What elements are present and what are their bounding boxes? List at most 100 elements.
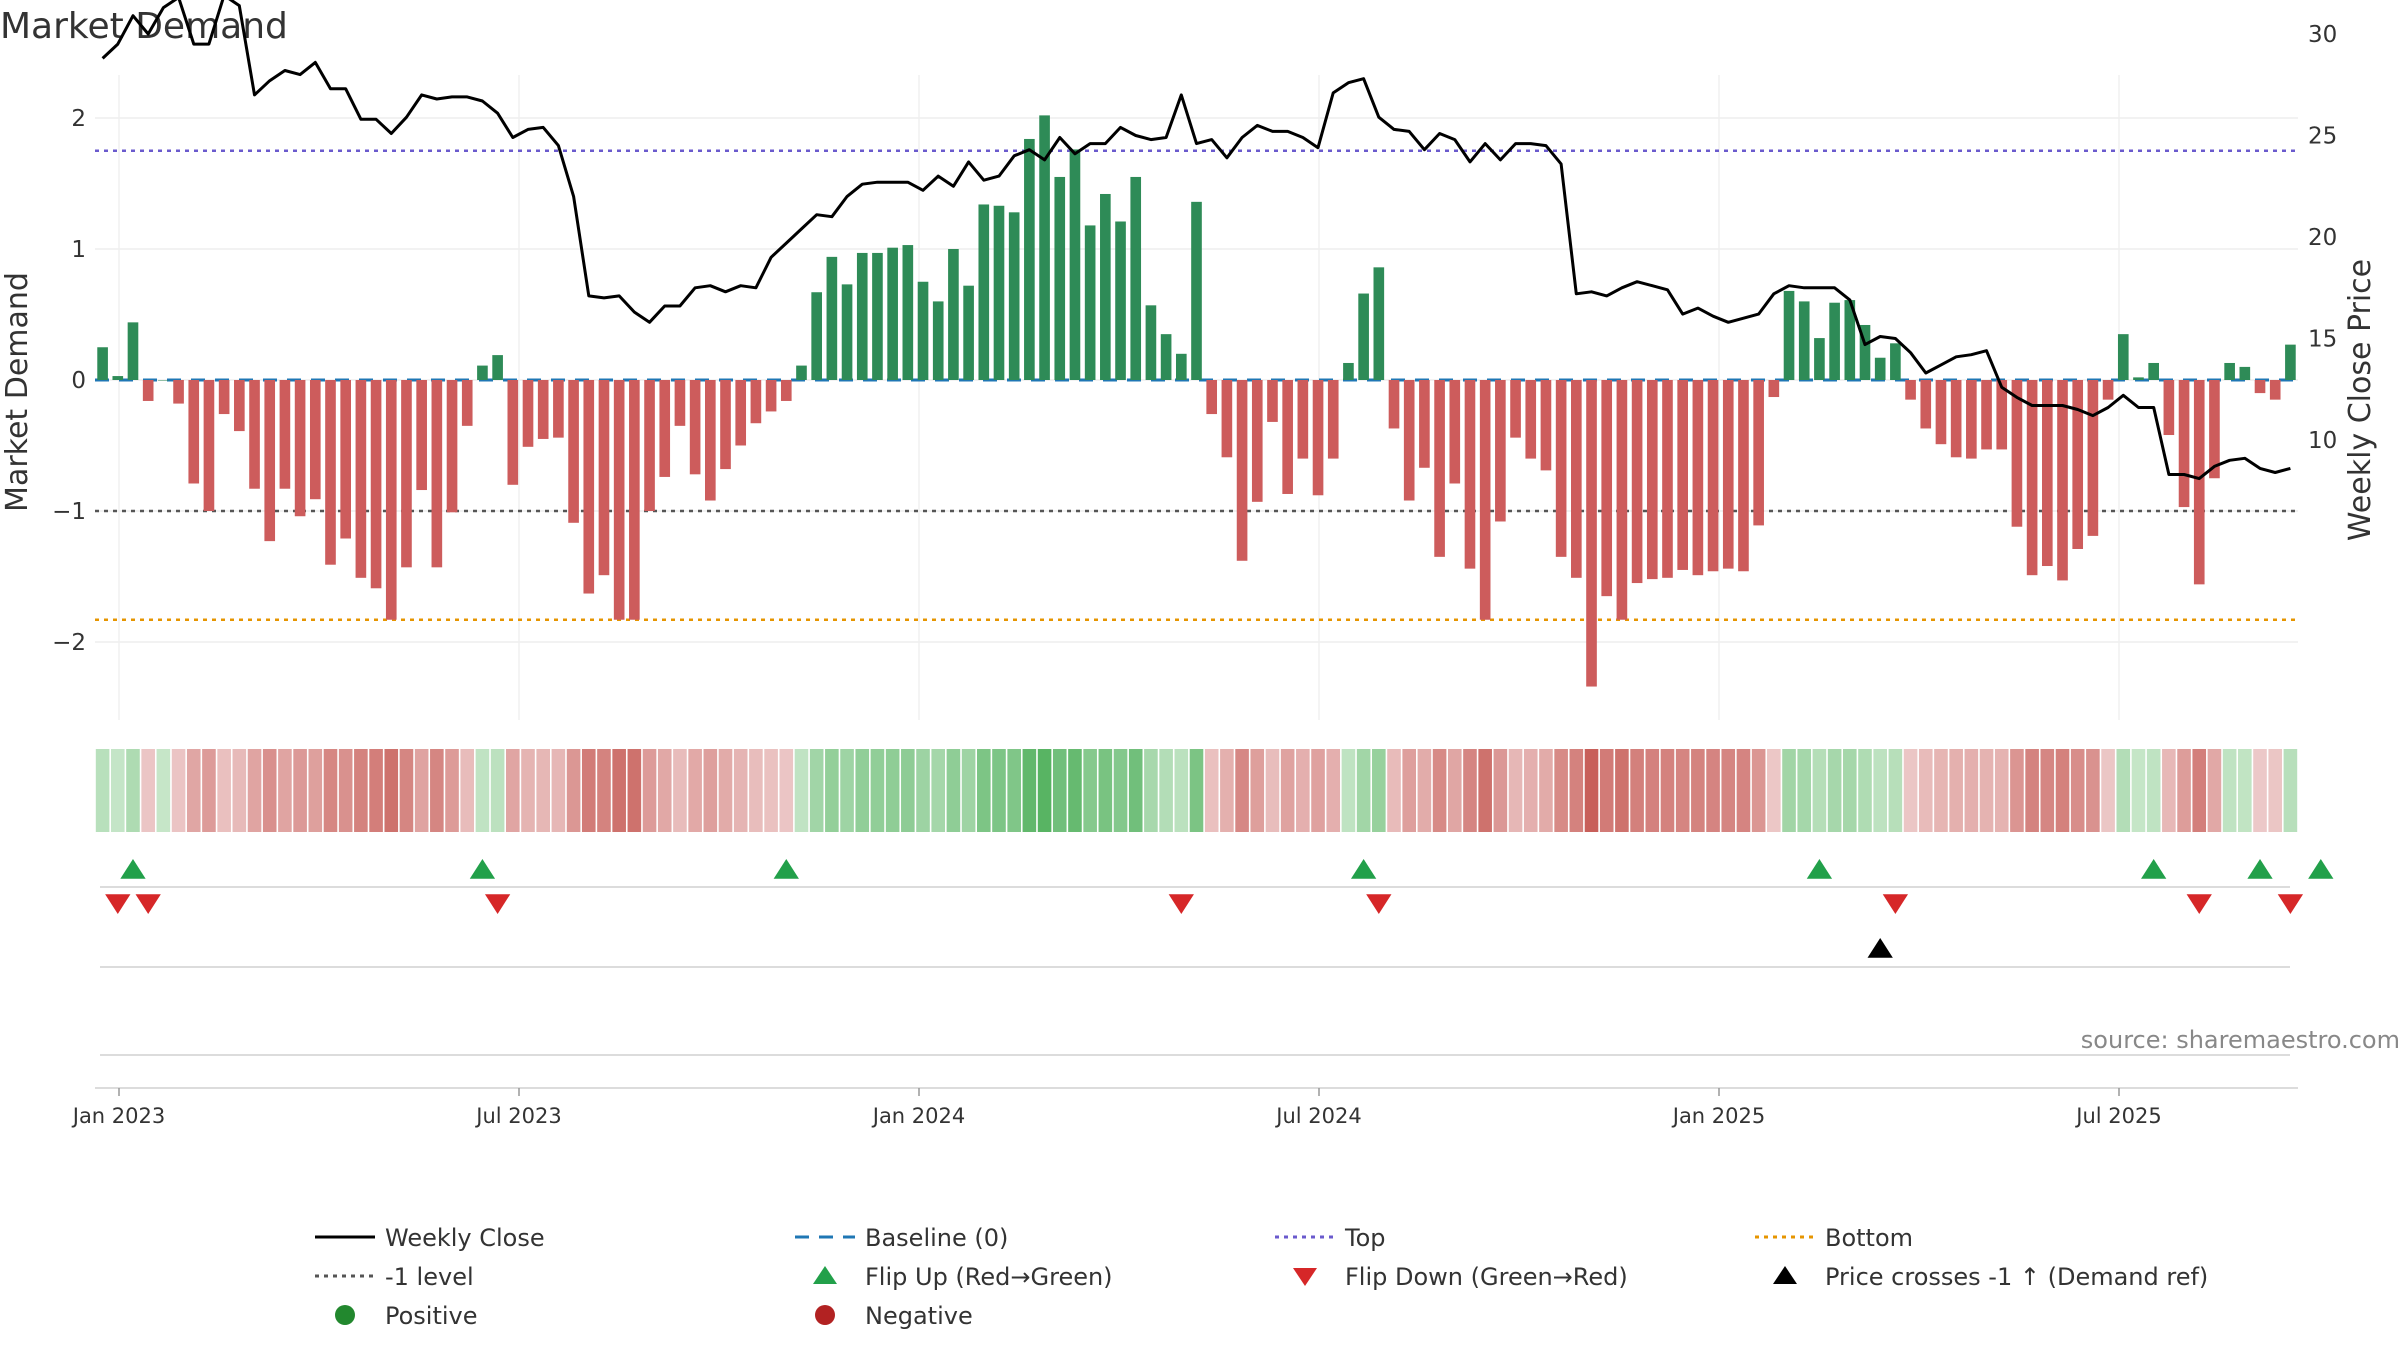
- flip-down-marker: [2277, 894, 2304, 914]
- demand-bar: [2011, 380, 2023, 527]
- strip-cell: [1250, 749, 1265, 832]
- demand-bar: [2057, 380, 2068, 581]
- flip-up-marker: [2141, 859, 2167, 879]
- demand-bar: [127, 322, 139, 380]
- strip-cell: [2192, 749, 2207, 832]
- demand-bar: [1358, 293, 1369, 380]
- legend-swatch: [813, 1266, 837, 1284]
- demand-bar: [1327, 380, 1339, 459]
- flip-up-marker: [1350, 859, 1377, 879]
- legend-label: Baseline (0): [865, 1224, 1008, 1252]
- demand-bar: [1631, 380, 1643, 584]
- strip-cell: [1767, 749, 1781, 832]
- flip-up-marker: [2308, 859, 2334, 879]
- y-tick-label: −2: [52, 630, 86, 656]
- strip-cell: [1812, 749, 1827, 832]
- demand-bar: [1145, 305, 1157, 380]
- strip-cell: [1843, 749, 1857, 832]
- demand-bar: [2026, 380, 2038, 576]
- strip-cell: [2101, 749, 2115, 832]
- demand-bar: [1814, 338, 1825, 380]
- strip-cell: [2070, 749, 2085, 832]
- strip-cell: [1736, 749, 1751, 832]
- demand-bar: [917, 281, 929, 380]
- demand-bar: [1616, 380, 1628, 620]
- strip-cell: [1159, 749, 1173, 832]
- demand-bar: [1191, 201, 1202, 380]
- strip-cell: [2207, 749, 2222, 832]
- strip-cell: [1615, 749, 1629, 832]
- strip-cell: [1220, 749, 1234, 832]
- flip-down-marker: [484, 894, 511, 914]
- demand-bar: [1905, 380, 1916, 400]
- demand-bar: [1677, 380, 1688, 570]
- strip-cell: [961, 749, 976, 832]
- strip-cell: [688, 749, 702, 832]
- demand-bar: [902, 245, 914, 380]
- strip-cell: [2040, 749, 2055, 832]
- strip-cell: [399, 749, 414, 832]
- x-tick-label: Jan 2025: [1671, 1104, 1766, 1128]
- strip-cell: [2283, 749, 2298, 832]
- demand-bar: [963, 285, 974, 380]
- demand-bar: [705, 380, 716, 501]
- strip-cell: [597, 749, 611, 832]
- strip-cell: [1539, 749, 1553, 832]
- y2-tick-label: 25: [2308, 124, 2337, 150]
- flip-down-marker: [1168, 894, 1194, 914]
- strip-cell: [2116, 749, 2131, 832]
- demand-bar: [142, 380, 154, 401]
- demand-bar: [1890, 343, 1901, 380]
- demand-bar: [1495, 380, 1506, 522]
- strip-cell: [1675, 749, 1690, 832]
- strip-cell: [1523, 749, 1538, 832]
- strip-cell: [703, 749, 718, 832]
- demand-bar: [1403, 380, 1415, 501]
- strip-cell: [2131, 749, 2146, 832]
- weekly-close-line: [101, 0, 2291, 481]
- strip-cell: [1235, 749, 1249, 832]
- strip-cell: [1128, 749, 1143, 832]
- strip-cell: [1493, 749, 1508, 832]
- signal-lanes: [95, 886, 2298, 1089]
- strip-cell: [1979, 749, 1994, 832]
- demand-bar: [112, 376, 124, 380]
- legend-label: Positive: [385, 1302, 478, 1330]
- strip-cell: [1873, 749, 1887, 832]
- strip-cell: [749, 749, 763, 832]
- demand-bar: [932, 301, 944, 380]
- x-tick-label: Jul 2024: [1274, 1104, 1361, 1128]
- demand-bar: [629, 380, 640, 620]
- demand-bar: [173, 380, 184, 404]
- demand-bar: [1449, 380, 1461, 484]
- y2-tick-label: 10: [2308, 428, 2337, 454]
- demand-bar: [1783, 290, 1795, 380]
- strip-cell: [384, 749, 399, 832]
- demand-bar: [765, 380, 777, 412]
- strip-cell: [414, 749, 429, 832]
- demand-bar: [264, 380, 276, 542]
- demand-bar: [2269, 380, 2281, 400]
- x-tick-label: Jul 2025: [2074, 1104, 2161, 1128]
- demand-bar: [659, 380, 671, 477]
- demand-bar: [1722, 380, 1734, 569]
- demand-bar: [796, 365, 807, 380]
- demand-bar: [2041, 380, 2053, 567]
- strip-cell: [2238, 749, 2252, 832]
- demand-bar: [1525, 380, 1537, 459]
- strip-cell: [642, 749, 657, 832]
- demand-bar: [1950, 380, 1962, 458]
- price-cross-marker: [1867, 938, 1893, 958]
- demand-bar: [1738, 380, 1749, 572]
- strip-cell: [673, 749, 687, 832]
- legend-label: Flip Down (Green→Red): [1345, 1263, 1628, 1291]
- demand-bar: [234, 380, 245, 432]
- flip-down-marker: [135, 894, 161, 914]
- strip-cell: [1417, 749, 1432, 832]
- demand-bar: [1646, 380, 1658, 580]
- demand-bar: [598, 380, 610, 576]
- strip-cell: [1751, 749, 1766, 832]
- strip-cell: [1964, 749, 1979, 832]
- demand-bar: [1798, 301, 1810, 380]
